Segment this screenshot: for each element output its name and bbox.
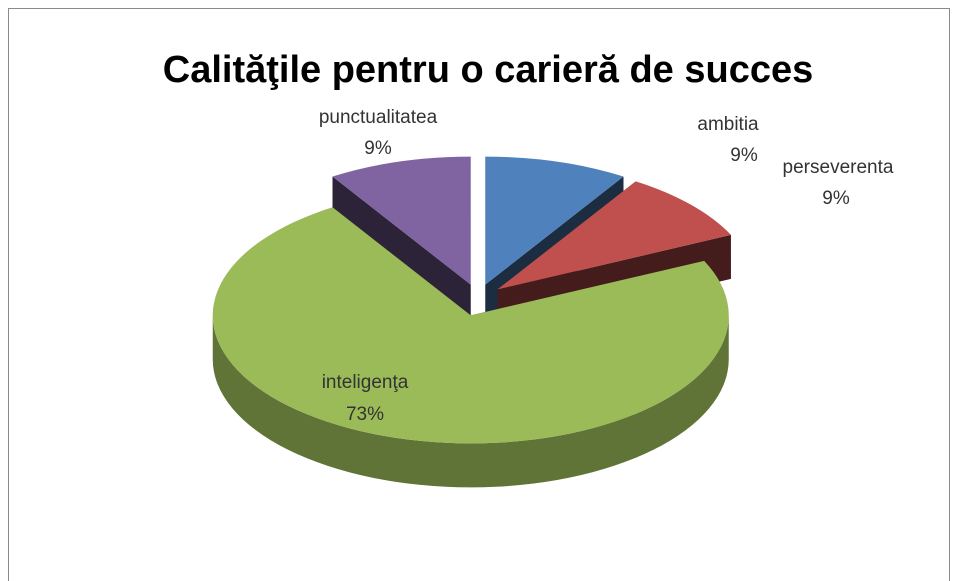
value-label: 9% bbox=[364, 138, 392, 159]
slice-rim bbox=[212, 315, 729, 488]
slice bbox=[497, 181, 731, 290]
slice bbox=[332, 156, 471, 285]
category-label: ambitia bbox=[697, 114, 759, 135]
category-label: inteligenţa bbox=[322, 372, 409, 393]
category-label: punctualitatea bbox=[319, 107, 438, 128]
value-label: 9% bbox=[822, 188, 850, 209]
value-label: 9% bbox=[730, 145, 758, 166]
slice bbox=[485, 156, 624, 285]
chart-frame bbox=[8, 8, 950, 581]
category-label: perseverenta bbox=[783, 157, 894, 178]
pie-tops bbox=[212, 156, 731, 444]
labels: ambitia 9% perseverenta 9% inteligenţa 73% pun… bbox=[319, 107, 894, 425]
value-label: 73% bbox=[346, 404, 384, 425]
slice bbox=[212, 207, 729, 444]
chart-title: Calităţile pentru o carieră de succes bbox=[163, 49, 814, 91]
